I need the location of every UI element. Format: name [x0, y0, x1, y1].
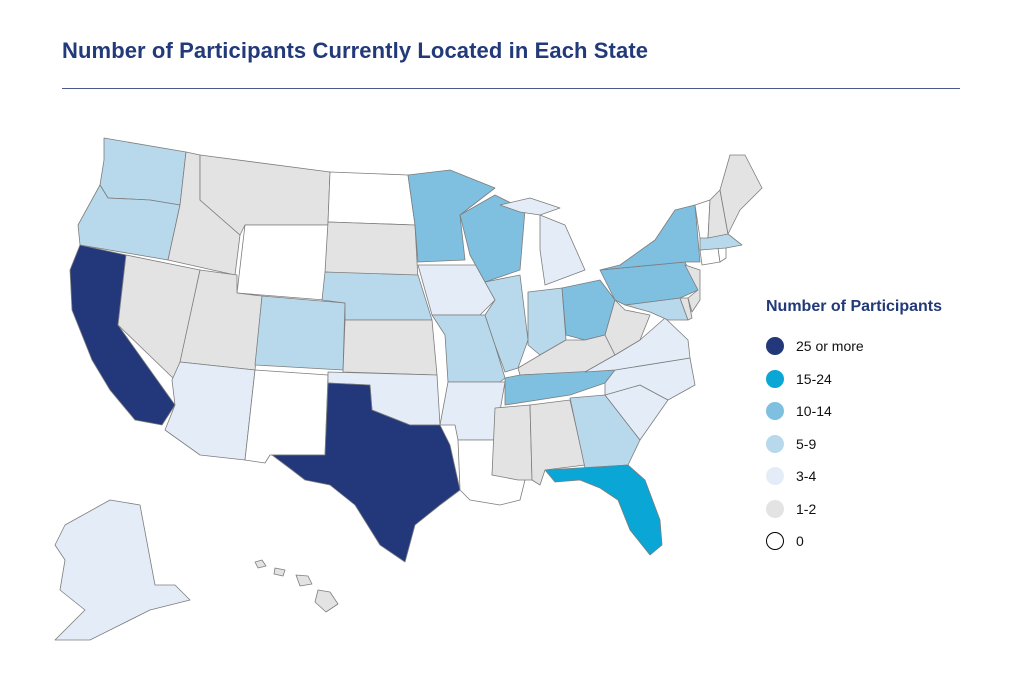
- legend-swatch: [766, 402, 784, 421]
- legend-label: 25 or more: [796, 338, 864, 355]
- page-title: Number of Participants Currently Located…: [62, 38, 649, 63]
- legend-item: 5-9: [766, 428, 996, 461]
- state-SD[interactable]: [324, 221, 419, 281]
- state-TX[interactable]: [271, 382, 461, 563]
- state-NY[interactable]: [599, 204, 701, 271]
- state-WY[interactable]: [236, 224, 329, 301]
- legend-swatch: [766, 434, 784, 453]
- legend-label: 3-4: [796, 468, 817, 485]
- legend-item: 25 or more: [766, 330, 996, 363]
- legend: Number of Participants 25 or more 15-24 10…: [766, 298, 996, 558]
- legend-swatch: [766, 467, 784, 486]
- state-ME[interactable]: [719, 154, 763, 235]
- state-CT[interactable]: [699, 247, 721, 266]
- legend-swatch: [766, 499, 784, 518]
- legend-swatch: [766, 337, 784, 356]
- state-HI-3[interactable]: [295, 574, 313, 587]
- legend-item: 3-4: [766, 460, 996, 493]
- legend-title: Number of Participants: [766, 298, 943, 315]
- state-IA[interactable]: [417, 264, 496, 316]
- legend-item: 15-24: [766, 363, 996, 396]
- state-GA[interactable]: [569, 394, 641, 469]
- legend-label: 1-2: [796, 500, 817, 517]
- state-KS[interactable]: [342, 319, 438, 376]
- legend-item: 10-14: [766, 395, 996, 428]
- state-HI-4[interactable]: [314, 589, 339, 613]
- state-NM[interactable]: [244, 369, 329, 464]
- state-FL[interactable]: [544, 464, 663, 556]
- legend-swatch: [766, 532, 784, 551]
- state-NJ[interactable]: [684, 264, 701, 313]
- state-DE[interactable]: [679, 297, 693, 321]
- state-HI-1[interactable]: [254, 559, 267, 569]
- state-WA[interactable]: [99, 137, 187, 206]
- state-MN[interactable]: [407, 169, 496, 263]
- legend-item: 0: [766, 525, 996, 558]
- state-MS[interactable]: [491, 404, 533, 481]
- legend-label: 0: [796, 533, 804, 550]
- legend-label: 15-24: [796, 370, 832, 387]
- legend-swatch: [766, 369, 784, 388]
- state-WI[interactable]: [459, 194, 526, 283]
- state-AZ[interactable]: [164, 361, 256, 461]
- legend-items: 25 or more 15-24 10-14 5-9 3-4 1-2 0: [766, 330, 996, 558]
- legend-label: 5-9: [796, 435, 817, 452]
- state-HI-2[interactable]: [273, 567, 286, 577]
- state-IL[interactable]: [484, 274, 529, 373]
- state-MI[interactable]: [539, 214, 586, 286]
- state-MI-UP[interactable]: [499, 197, 561, 216]
- legend-label: 10-14: [796, 403, 832, 420]
- state-CO[interactable]: [254, 295, 346, 371]
- state-AK[interactable]: [54, 499, 191, 641]
- title-divider: [62, 88, 960, 89]
- legend-item: 1-2: [766, 493, 996, 526]
- state-ND[interactable]: [327, 171, 416, 226]
